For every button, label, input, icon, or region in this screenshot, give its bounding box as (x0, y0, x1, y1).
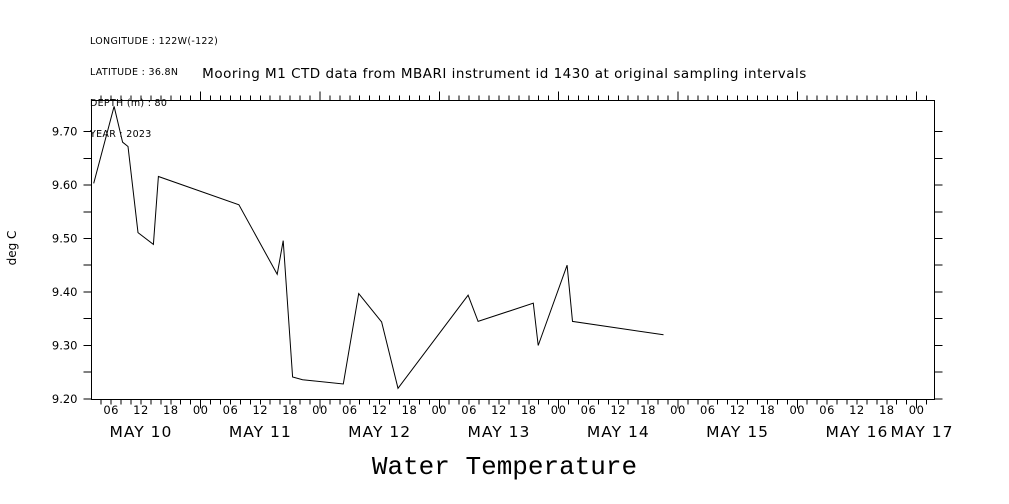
x-hour-label: 12 (252, 403, 268, 417)
x-day-label: MAY 10 (110, 423, 173, 441)
y-tick-labels: 9.20 9.30 9.40 9.50 9.60 9.70 (52, 125, 78, 406)
x-hour-label: 12 (372, 403, 388, 417)
axes (83, 91, 943, 409)
x-day-label: MAY 14 (587, 423, 650, 441)
x-day-label: MAY 13 (468, 423, 531, 441)
y-tick-label: 9.60 (52, 178, 78, 192)
x-hour-label: 18 (760, 403, 776, 417)
x-hour-label: 12 (730, 403, 746, 417)
chart-title: Mooring M1 CTD data from MBARI instrumen… (202, 66, 807, 82)
x-axis-ticks (100, 91, 928, 409)
x-hour-label: 18 (282, 403, 298, 417)
y-tick-label: 9.20 (52, 392, 78, 406)
station-metadata: LONGITUDE : 122W(-122) LATITUDE : 36.8N … (90, 16, 218, 162)
x-hour-label: 00 (670, 403, 686, 417)
x-hour-label: 18 (521, 403, 537, 417)
x-hour-label: 00 (789, 403, 805, 417)
metadata-depth: DEPTH (m) : 80 (90, 98, 168, 110)
x-hour-label: 06 (103, 403, 119, 417)
x-day-label: MAY 12 (348, 423, 411, 441)
x-hour-label: 06 (581, 403, 597, 417)
plot-frame (91, 100, 935, 400)
x-hour-label: 18 (163, 403, 179, 417)
x-hour-label: 00 (551, 403, 567, 417)
x-day-labels: MAY 10 MAY 11 MAY 12 MAY 13 MAY 14 MAY 15 MAY … (110, 423, 954, 441)
x-hour-label: 00 (909, 403, 925, 417)
x-hour-label: 06 (819, 403, 835, 417)
y-axis-ticks (83, 131, 943, 400)
x-hour-label: 06 (223, 403, 239, 417)
y-tick-label: 9.70 (52, 125, 78, 139)
y-tick-label: 9.50 (52, 232, 78, 246)
x-hour-label: 00 (312, 403, 328, 417)
y-tick-label: 9.30 (52, 338, 78, 352)
x-hour-label: 12 (849, 403, 865, 417)
x-hour-label: 12 (133, 403, 149, 417)
x-hour-label: 18 (402, 403, 418, 417)
x-hour-label: 12 (491, 403, 507, 417)
metadata-latitude: LATITUDE : 36.8N (90, 67, 179, 79)
y-tick-label: 9.40 (52, 285, 78, 299)
temperature-series-line (93, 106, 664, 390)
x-hour-labels: 06 12 18 00 06 12 18 00 06 12 18 00 06 12 18 00 06 12 18 00… (103, 403, 924, 417)
x-day-label: MAY 11 (229, 423, 292, 441)
x-day-label: MAY 16 (825, 423, 888, 441)
x-day-label: MAY 17 (891, 423, 954, 441)
x-hour-label: 00 (193, 403, 209, 417)
x-hour-label: 18 (640, 403, 656, 417)
x-hour-label: 00 (431, 403, 447, 417)
x-hour-label: 06 (342, 403, 358, 417)
y-axis-title: deg C (5, 230, 19, 266)
x-hour-label: 18 (879, 403, 895, 417)
x-hour-label: 12 (610, 403, 626, 417)
metadata-longitude: LONGITUDE : 122W(-122) (90, 35, 219, 47)
x-hour-label: 06 (700, 403, 716, 417)
x-hour-label: 06 (461, 403, 477, 417)
chart-caption: Water Temperature (371, 452, 638, 482)
x-day-label: MAY 15 (706, 423, 769, 441)
